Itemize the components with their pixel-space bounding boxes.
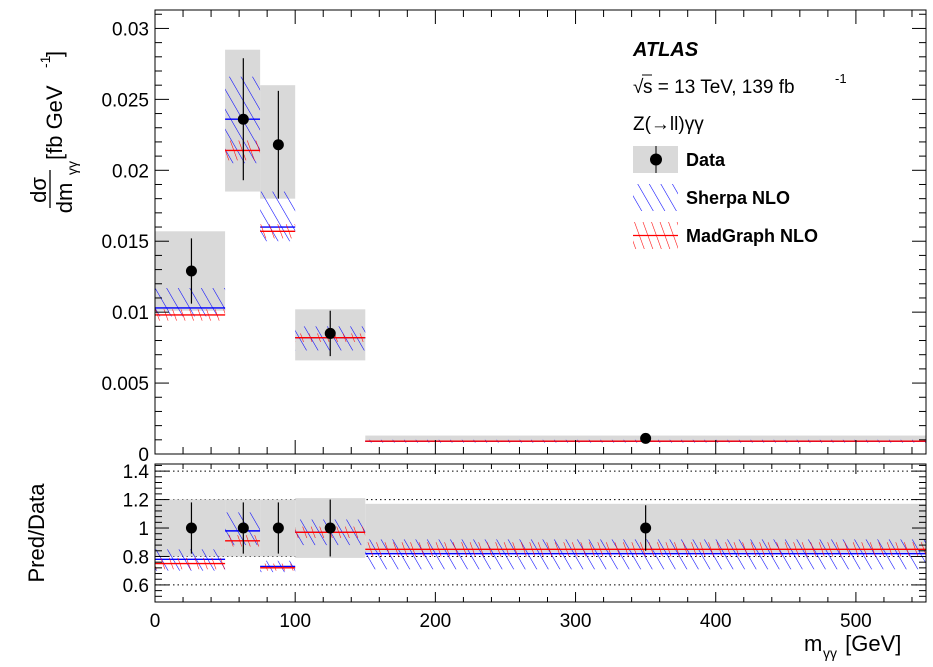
x-tick-label: 0 [150, 611, 161, 632]
legend-process: Z(→ll)γγ [633, 114, 704, 135]
data-point [324, 522, 336, 534]
legend-label-madgraph: MadGraph NLO [686, 226, 818, 246]
x-tick-label: 100 [279, 611, 311, 632]
madgraph-band [260, 563, 296, 571]
y-tick-label: 0.005 [101, 374, 149, 395]
ylabel-denominator-subscript: γγ [64, 161, 80, 175]
main-y-axis: 0 0.005 0.01 0.015 0.02 0.025 0.03 [101, 13, 926, 466]
main-frame [154, 9, 927, 455]
legend-energy-superscript: -1 [835, 71, 847, 86]
ylabel-denominator: dm [52, 183, 77, 214]
data-point [272, 522, 284, 534]
ylabel-numerator: dσ [26, 177, 51, 203]
xlabel-main: m [804, 631, 822, 656]
y-tick-label: 0.02 [112, 161, 149, 182]
main-y-axis-label: dσ dm γγ [fb GeV -1 ] [26, 51, 80, 213]
x-tick-label: 400 [700, 611, 732, 632]
ylabel-units-close: ] [42, 51, 67, 57]
legend-label-data: Data [686, 150, 726, 170]
y-tick-label: 0.015 [101, 232, 149, 253]
ratio-panel: 0.6 0.8 1 1.2 1.4 0 100 200 300 400 500 Pred/Data… [24, 462, 927, 661]
x-tick-label: 500 [840, 611, 872, 632]
y-tick-label: 1.2 [123, 491, 149, 512]
ratio-data-points [185, 499, 652, 557]
legend-energy-sqrt: √ [633, 77, 644, 98]
x-tick-label: 300 [560, 611, 592, 632]
legend-energy: s = 13 TeV, 139 fb [643, 77, 795, 98]
legend-sherpa-swatch [633, 184, 678, 211]
y-tick-label: 1.4 [123, 462, 150, 483]
data-point [237, 113, 249, 125]
y-tick-label: 0.6 [123, 576, 149, 597]
data-point [640, 522, 652, 534]
x-tick-label: 200 [420, 611, 452, 632]
xlabel-units: [GeV] [839, 631, 901, 656]
ratio-y-axis: 0.6 0.8 1 1.2 1.4 [123, 462, 926, 603]
y-tick-label: 0.8 [123, 547, 149, 568]
data-point [237, 522, 249, 534]
ylabel-units: [fb GeV [42, 85, 67, 160]
ratio-frame [154, 463, 927, 603]
ylabel-units-superscript: -1 [37, 55, 53, 68]
y-tick-label: 0.03 [112, 19, 149, 40]
data-point [185, 522, 197, 534]
main-bands [155, 49, 926, 443]
main-panel: 0 0.005 0.01 0.015 0.02 0.025 0.03 dσ dm γγ [f… [26, 9, 927, 466]
ratio-x-axis: 0 100 200 300 400 500 [150, 464, 913, 632]
x-axis-label: m γγ [GeV] [804, 631, 901, 661]
legend-data-marker [650, 153, 662, 166]
main-data-points [185, 58, 652, 444]
ratio-y-axis-label: Pred/Data [24, 483, 49, 583]
y-tick-label: 0 [138, 445, 149, 466]
data-point [640, 432, 652, 444]
data-point [272, 139, 284, 151]
legend-entry-data: Data [633, 146, 726, 173]
legend-label-sherpa: Sherpa NLO [686, 188, 790, 208]
legend: ATLAS √ s = 13 TeV, 139 fb -1 Z(→ll)γγ D… [632, 39, 847, 249]
y-tick-label: 0.025 [101, 90, 149, 111]
legend-entry-sherpa: Sherpa NLO [633, 184, 790, 211]
legend-experiment: ATLAS [632, 39, 699, 61]
y-tick-label: 0.01 [112, 303, 149, 324]
data-point [185, 265, 197, 277]
legend-entry-madgraph: MadGraph NLO [633, 222, 818, 249]
main-x-axis [154, 10, 913, 454]
y-tick-label: 1 [138, 519, 149, 540]
data-point [324, 327, 336, 339]
ratio-bands [155, 498, 926, 573]
xlabel-subscript: γγ [823, 645, 837, 661]
